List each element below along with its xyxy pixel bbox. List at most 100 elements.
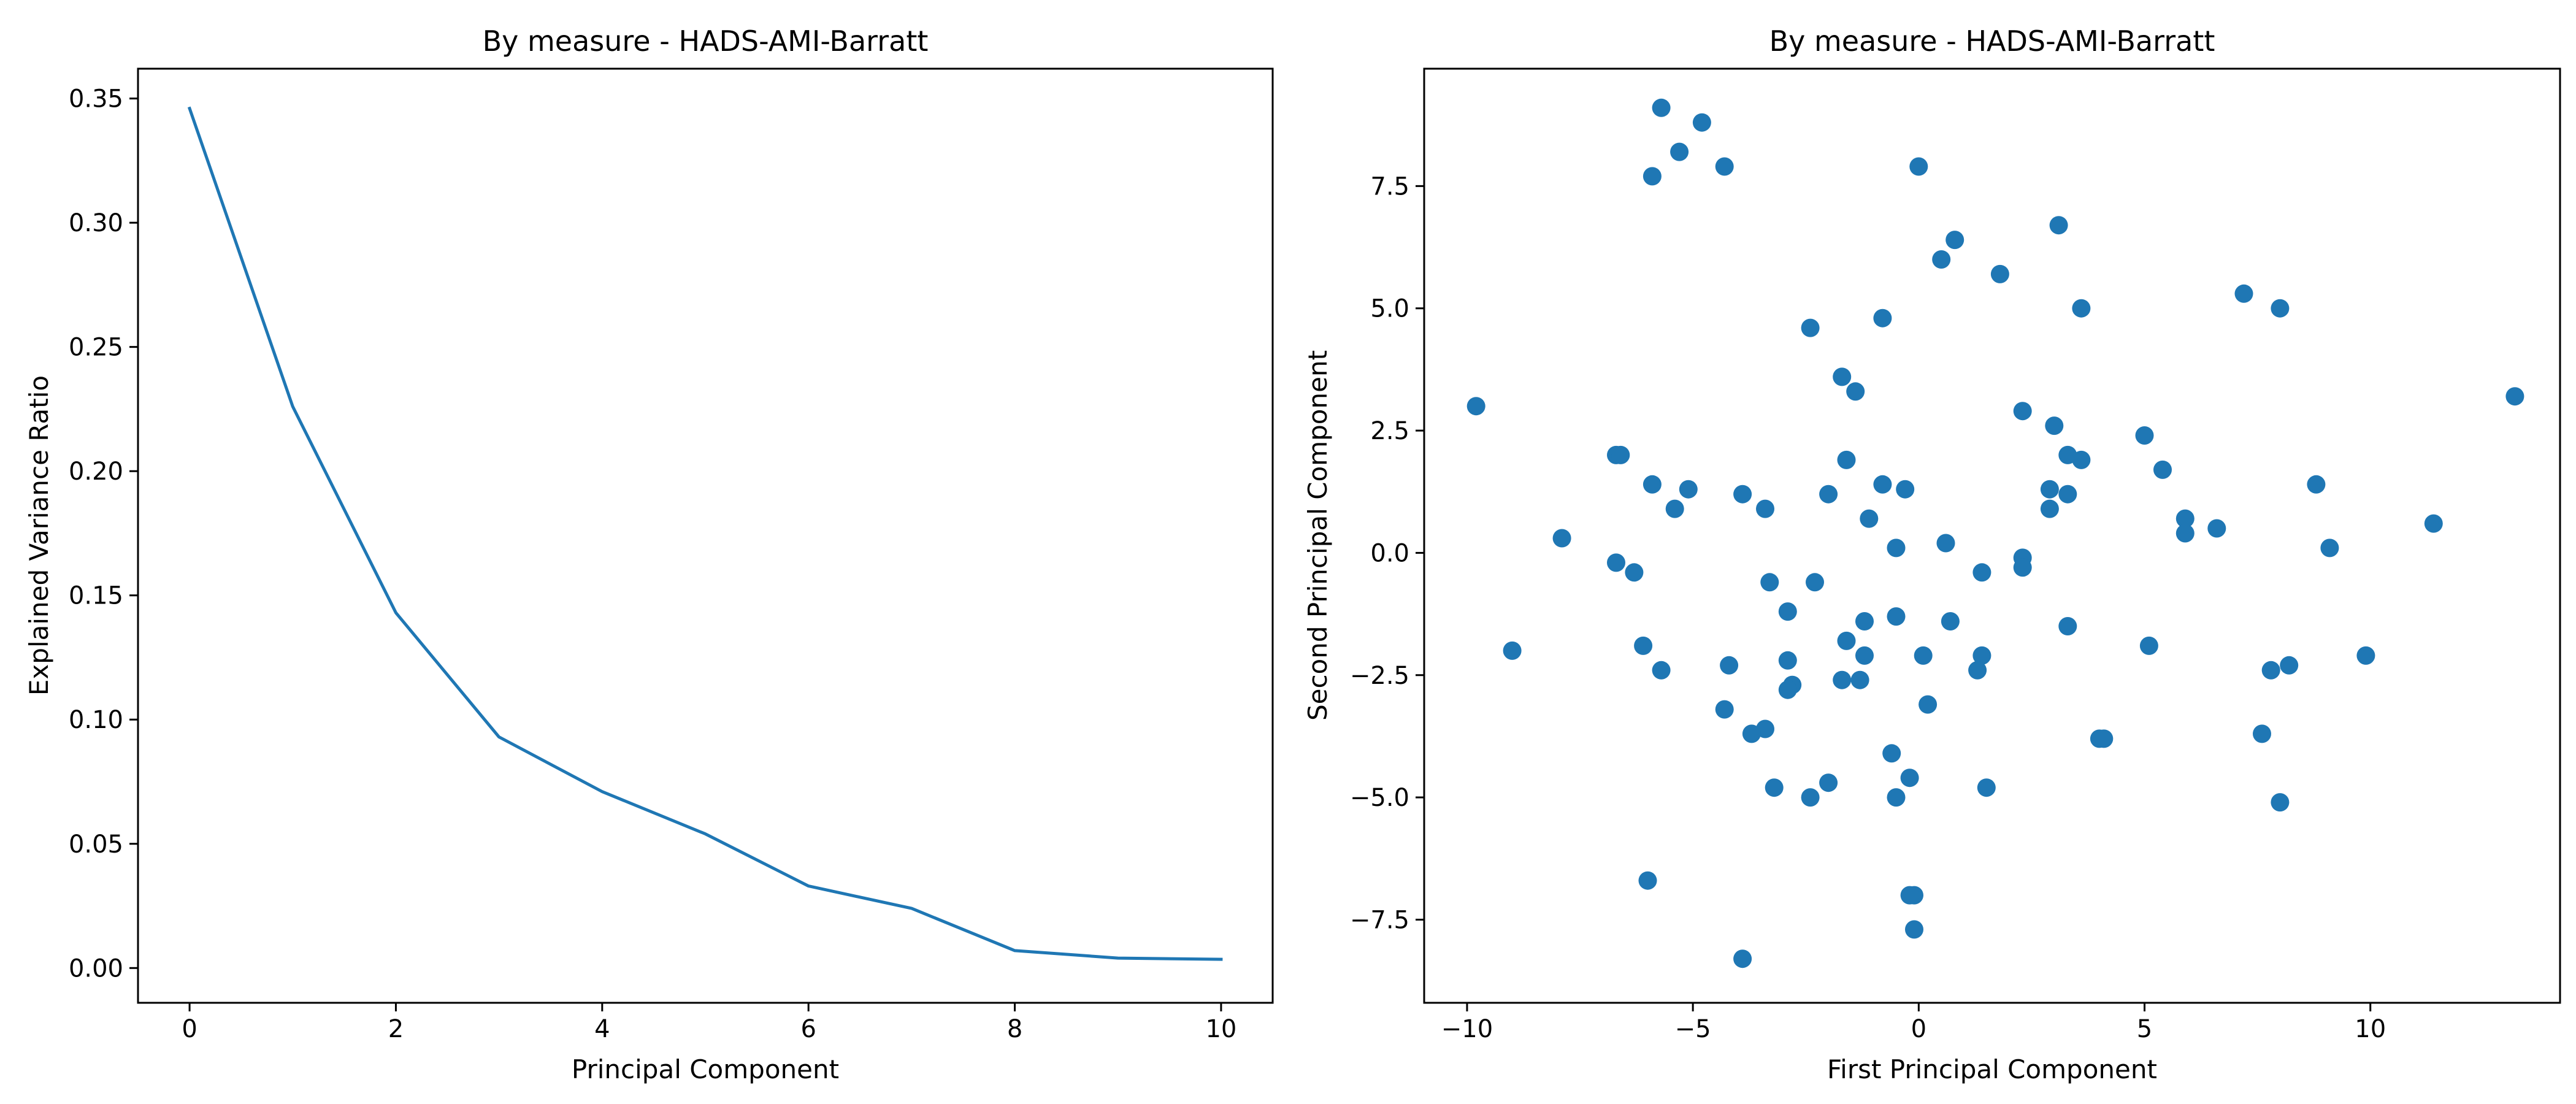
x-axis-label: First Principal Component [1827, 1054, 2157, 1084]
scatter-point [2356, 646, 2375, 665]
x-tick-label: 10 [2355, 1015, 2386, 1043]
x-axis-ticks: −10 −5 0 5 10 [1441, 1003, 2386, 1043]
y-tick-label: 0.35 [69, 85, 123, 113]
scatter-point [2253, 724, 2271, 743]
scatter-point [2013, 402, 2032, 421]
scatter-point [1905, 920, 1923, 939]
plot-area [1424, 69, 2560, 1003]
x-tick-label: 0 [182, 1015, 197, 1043]
scatter-point [1778, 602, 1797, 621]
scatter-point [1977, 778, 1996, 797]
scatter-point [2040, 480, 2059, 499]
series-group [187, 106, 1223, 961]
scatter-point [1503, 641, 1522, 660]
scatter-point [1652, 661, 1671, 680]
y-axis-label: Explained Variance Ratio [24, 375, 54, 696]
x-tick-label: 0 [1911, 1015, 1926, 1043]
scatter-point [2424, 514, 2443, 533]
scatter-point [2234, 284, 2253, 303]
x-tick-label: 8 [1007, 1015, 1022, 1043]
y-tick-label: 0.30 [69, 209, 123, 237]
y-tick-label: 7.5 [1370, 172, 1409, 201]
y-tick-label: 0.05 [69, 830, 123, 859]
y-tick-label: 0.00 [69, 954, 123, 983]
scatter-point [1643, 475, 1662, 494]
scatter-point [1679, 480, 1698, 499]
scatter-point [1692, 113, 1711, 132]
x-tick-label: −10 [1441, 1015, 1493, 1043]
y-tick-label: 0.10 [69, 706, 123, 734]
scatter-point [1643, 167, 1662, 186]
x-tick-label: 6 [800, 1015, 816, 1043]
chart-title: By measure - HADS-AMI-Barratt [1769, 25, 2215, 58]
scatter-point [1887, 539, 1906, 558]
y-tick-label: 0.0 [1370, 539, 1409, 567]
scatter-point [1756, 499, 1774, 518]
scatter-point [1909, 157, 1928, 176]
scatter-point [1806, 573, 1824, 592]
y-tick-label: 0.25 [69, 334, 123, 362]
y-axis-label: Second Principal Component [1303, 350, 1333, 721]
scatter-point [2072, 450, 2091, 469]
x-axis-label: Principal Component [572, 1054, 839, 1084]
scatter-point [2058, 617, 2077, 635]
scatter-point [1945, 231, 1965, 250]
scatter-point [1819, 485, 1838, 504]
x-tick-label: −5 [1675, 1015, 1711, 1043]
y-tick-label: 0.20 [69, 458, 123, 486]
scatter-point [1833, 670, 1852, 689]
scatter-point [1837, 631, 1856, 650]
scatter-point [1972, 563, 1991, 582]
scatter-point [1733, 485, 1752, 504]
scatter-point [1887, 607, 1906, 626]
scatter-point [2153, 460, 2172, 479]
pca-scatter-chart: By measure - HADS-AMI-Barratt −7.5 −5.0 −2… [1303, 25, 2561, 1084]
scatter-point [2139, 636, 2158, 655]
scatter-point [1850, 670, 1869, 689]
scatter-point [1941, 612, 1960, 631]
scatter-point [1720, 656, 1739, 675]
scatter-point [1932, 250, 1951, 269]
y-tick-label: −7.5 [1350, 906, 1409, 934]
x-tick-label: 10 [1205, 1015, 1236, 1043]
plot-frame [1423, 67, 2561, 1004]
plot-area [138, 69, 1273, 1003]
scatter-point [1855, 612, 1874, 631]
scatter-point [1919, 695, 1938, 714]
explained-variance-chart: By measure - HADS-AMI-Barratt 0.00 0.05 0.… [24, 25, 1274, 1084]
scatter-point [1833, 367, 1852, 386]
series-line [187, 106, 1223, 961]
chart-title: By measure - HADS-AMI-Barratt [483, 25, 929, 58]
scatter-point [2013, 558, 2032, 577]
scatter-point [1778, 651, 1797, 670]
scatter-point [1552, 529, 1571, 548]
x-tick-label: 4 [594, 1015, 610, 1043]
scatter-point [1801, 318, 1820, 337]
scatter-point [1873, 475, 1892, 494]
y-tick-label: −2.5 [1350, 662, 1409, 690]
scatter-point [1607, 553, 1625, 572]
y-tick-label: −5.0 [1350, 784, 1409, 812]
x-axis-ticks: 0 2 4 6 8 10 [182, 1003, 1236, 1043]
scatter-point [2320, 539, 2339, 558]
scatter-point [1715, 700, 1734, 719]
scatter-point [1670, 142, 1689, 161]
scatter-point [2175, 524, 2195, 543]
scatter-point [2135, 426, 2154, 445]
scatter-point [1625, 563, 1644, 582]
scatter-point [1936, 534, 1955, 553]
scatter-point [1801, 788, 1820, 807]
scatter-point [1665, 499, 1684, 518]
scatter-point [2049, 216, 2068, 235]
scatter-point [2271, 793, 2290, 812]
scatter-point [1466, 397, 1485, 416]
x-tick-label: 2 [388, 1015, 404, 1043]
scatter-point [1855, 646, 1874, 665]
scatter-point [1882, 744, 1901, 763]
scatter-points [1466, 98, 2524, 968]
scatter-point [2207, 519, 2226, 538]
scatter-point [1611, 445, 1630, 464]
scatter-point [1990, 264, 2009, 283]
x-tick-label: 5 [2137, 1015, 2152, 1043]
